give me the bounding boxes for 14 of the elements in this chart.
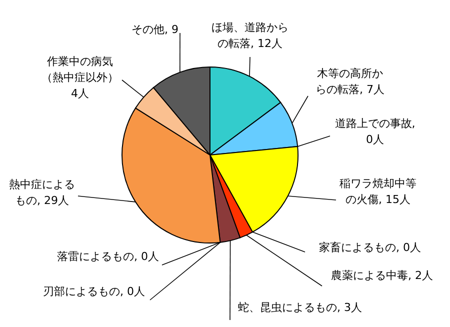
slice-label: 農薬による中毒, 2人	[331, 269, 433, 282]
slice-label: ほ場、道路からの転落, 12人	[212, 21, 288, 50]
data-label: 4人	[71, 87, 89, 100]
category-label: 道路上での事故,	[334, 117, 416, 130]
slice-label: 蛇、昆虫によるもの, 3人	[238, 301, 362, 314]
category-label: 落雷によるもの, 0人	[57, 250, 159, 263]
slice-label: その他, 9	[132, 23, 178, 36]
slice-label: 稲ワラ焼却中等の火傷, 15人	[340, 177, 416, 206]
category-label: 刃部によるもの, 0人	[43, 285, 145, 298]
slice-label: 熱中症によるもの, 29人	[9, 178, 75, 207]
slice-label: 木等の高所からの転落, 7人	[316, 67, 384, 96]
slice-label: 作業中の病気（熱中症以外）	[42, 55, 118, 84]
text: 0人	[366, 133, 384, 146]
legend-label: 家畜によるもの, 0人	[319, 241, 421, 254]
